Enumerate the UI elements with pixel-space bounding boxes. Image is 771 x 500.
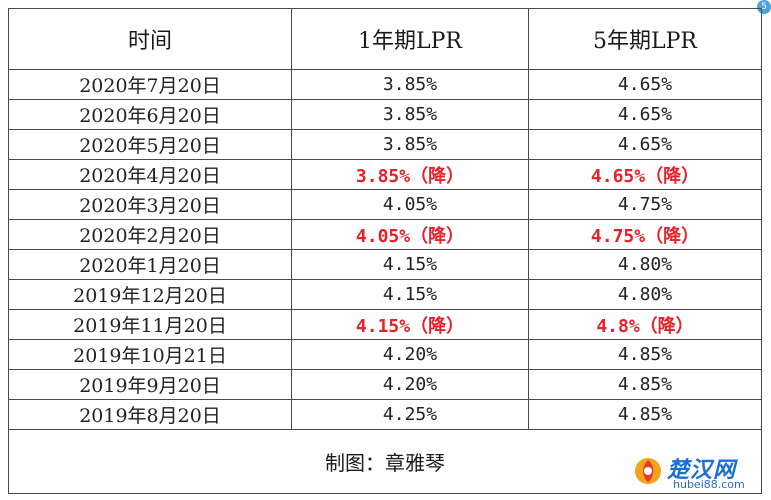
lpr-1y-cell: 4.20%	[291, 339, 529, 370]
date-cell: 2020年3月20日	[8, 189, 292, 220]
date-cell: 2020年7月20日	[8, 69, 292, 100]
header-lpr-5y: 5年期LPR	[528, 8, 762, 70]
lpr-5y-cell: 4.75%	[528, 189, 762, 220]
lpr-1y-cell: 3.85%	[291, 129, 529, 160]
table-body: 2020年7月20日 3.85% 4.65% 2020年6月20日 3.85% 4.65…	[8, 69, 762, 430]
lpr-1y-cell: 4.05%	[291, 189, 529, 220]
date-cell: 2019年10月21日	[8, 339, 292, 370]
lpr-5y-cell: 4.65%	[528, 129, 762, 160]
table-row: 2019年12月20日 4.15% 4.80%	[8, 279, 762, 310]
date-cell: 2020年6月20日	[8, 99, 292, 130]
date-cell: 2020年4月20日	[8, 159, 292, 190]
watermark-url: hubei88.com	[673, 478, 745, 491]
date-cell: 2020年2月20日	[8, 219, 292, 250]
header-date: 时间	[8, 8, 292, 70]
lpr-5y-cell: 4.65%	[528, 69, 762, 100]
lpr-1y-cell: 3.85%	[291, 99, 529, 130]
lpr-1y-cell: 4.20%	[291, 369, 529, 400]
watermark-logo-icon	[635, 458, 661, 484]
lpr-5y-cell: 4.80%	[528, 279, 762, 310]
date-cell: 2020年5月20日	[8, 129, 292, 160]
date-cell: 2020年1月20日	[8, 249, 292, 280]
table-row: 2019年9月20日 4.20% 4.85%	[8, 369, 762, 400]
date-cell: 2019年11月20日	[8, 309, 292, 340]
lpr-5y-cell: 4.80%	[528, 249, 762, 280]
table-row: 2020年1月20日 4.15% 4.80%	[8, 249, 762, 280]
table-row: 2020年3月20日 4.05% 4.75%	[8, 189, 762, 220]
lpr-5y-cell: 4.85%	[528, 399, 762, 430]
header-lpr-1y: 1年期LPR	[291, 8, 529, 70]
table-row: 2019年10月21日 4.20% 4.85%	[8, 339, 762, 370]
lpr-5y-cell: 4.65%（降）	[528, 159, 762, 190]
lpr-1y-cell: 4.15%（降）	[291, 309, 529, 340]
date-cell: 2019年9月20日	[8, 369, 292, 400]
lpr-5y-cell: 4.8%（降）	[528, 309, 762, 340]
footer-row: 制图：章雅琴	[8, 429, 762, 494]
table-row: 2020年5月20日 3.85% 4.65%	[8, 129, 762, 160]
table-row: 2020年7月20日 3.85% 4.65%	[8, 69, 762, 100]
table-row: 2020年4月20日 3.85%（降） 4.65%（降）	[8, 159, 762, 190]
watermark-title: 楚汉网	[667, 458, 737, 483]
date-cell: 2019年12月20日	[8, 279, 292, 310]
lpr-1y-cell: 4.15%	[291, 279, 529, 310]
lpr-5y-cell: 4.85%	[528, 339, 762, 370]
table-row: 2020年2月20日 4.05%（降） 4.75%（降）	[8, 219, 762, 250]
date-cell: 2019年8月20日	[8, 399, 292, 430]
lpr-1y-cell: 4.15%	[291, 249, 529, 280]
lpr-1y-cell: 4.25%	[291, 399, 529, 430]
table-row: 2020年6月20日 3.85% 4.65%	[8, 99, 762, 130]
lpr-1y-cell: 4.05%（降）	[291, 219, 529, 250]
lpr-5y-cell: 4.85%	[528, 369, 762, 400]
table-row: 2019年8月20日 4.25% 4.85%	[8, 399, 762, 430]
lpr-1y-cell: 3.85%	[291, 69, 529, 100]
lpr-table: 时间 1年期LPR 5年期LPR 2020年7月20日 3.85% 4.65% 20…	[8, 8, 762, 494]
chart-credit: 制图：章雅琴	[8, 429, 762, 494]
lpr-1y-cell: 3.85%（降）	[291, 159, 529, 190]
table-row: 2019年11月20日 4.15%（降） 4.8%（降）	[8, 309, 762, 340]
site-watermark: 楚汉网 hubei88.com	[633, 450, 765, 496]
lpr-5y-cell: 4.65%	[528, 99, 762, 130]
header-row: 时间 1年期LPR 5年期LPR	[8, 8, 762, 70]
lpr-5y-cell: 4.75%（降）	[528, 219, 762, 250]
